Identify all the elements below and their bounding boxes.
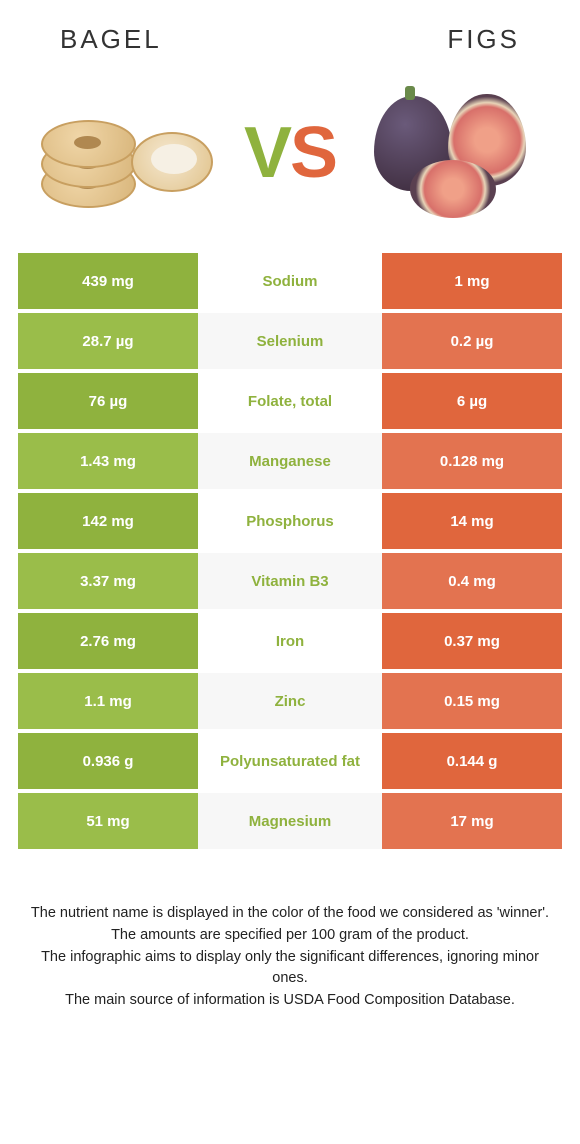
table-row: 0.936 gPolyunsaturated fat0.144 g <box>18 733 562 789</box>
right-value: 17 mg <box>382 793 562 849</box>
comparison-table: 439 mgSodium1 mg28.7 µgSelenium0.2 µg76 … <box>0 253 580 853</box>
table-row: 1.43 mgManganese0.128 mg <box>18 433 562 489</box>
left-food-title: BAGEL <box>60 24 162 55</box>
right-value: 0.4 mg <box>382 553 562 609</box>
left-value: 76 µg <box>18 373 198 429</box>
hero-row: VS <box>0 65 580 253</box>
table-row: 2.76 mgIron0.37 mg <box>18 613 562 669</box>
nutrient-label: Manganese <box>198 433 382 489</box>
left-value: 439 mg <box>18 253 198 309</box>
footer-line: The infographic aims to display only the… <box>30 947 550 991</box>
vs-label: VS <box>244 112 336 194</box>
right-value: 1 mg <box>382 253 562 309</box>
right-food-title: FIGS <box>447 24 520 55</box>
right-value: 0.15 mg <box>382 673 562 729</box>
header: BAGEL FIGS <box>0 0 580 65</box>
nutrient-label: Phosphorus <box>198 493 382 549</box>
vs-v: V <box>244 112 290 194</box>
table-row: 3.37 mgVitamin B30.4 mg <box>18 553 562 609</box>
left-value: 3.37 mg <box>18 553 198 609</box>
table-row: 76 µgFolate, total6 µg <box>18 373 562 429</box>
nutrient-label: Selenium <box>198 313 382 369</box>
footer-notes: The nutrient name is displayed in the co… <box>0 853 580 1032</box>
nutrient-label: Polyunsaturated fat <box>198 733 382 789</box>
table-row: 51 mgMagnesium17 mg <box>18 793 562 849</box>
footer-line: The amounts are specified per 100 gram o… <box>30 925 550 947</box>
left-value: 28.7 µg <box>18 313 198 369</box>
vs-s: S <box>290 112 336 194</box>
table-row: 439 mgSodium1 mg <box>18 253 562 309</box>
table-row: 142 mgPhosphorus14 mg <box>18 493 562 549</box>
left-value: 1.43 mg <box>18 433 198 489</box>
right-value: 0.2 µg <box>382 313 562 369</box>
left-value: 1.1 mg <box>18 673 198 729</box>
right-value: 0.37 mg <box>382 613 562 669</box>
left-value: 142 mg <box>18 493 198 549</box>
footer-line: The nutrient name is displayed in the co… <box>30 903 550 925</box>
nutrient-label: Folate, total <box>198 373 382 429</box>
right-value: 0.128 mg <box>382 433 562 489</box>
table-row: 28.7 µgSelenium0.2 µg <box>18 313 562 369</box>
nutrient-label: Iron <box>198 613 382 669</box>
figs-image <box>360 83 550 223</box>
bagel-image <box>30 83 220 223</box>
nutrient-label: Zinc <box>198 673 382 729</box>
nutrient-label: Magnesium <box>198 793 382 849</box>
nutrient-label: Sodium <box>198 253 382 309</box>
table-row: 1.1 mgZinc0.15 mg <box>18 673 562 729</box>
nutrient-label: Vitamin B3 <box>198 553 382 609</box>
left-value: 51 mg <box>18 793 198 849</box>
left-value: 0.936 g <box>18 733 198 789</box>
left-value: 2.76 mg <box>18 613 198 669</box>
footer-line: The main source of information is USDA F… <box>30 990 550 1012</box>
right-value: 6 µg <box>382 373 562 429</box>
right-value: 0.144 g <box>382 733 562 789</box>
right-value: 14 mg <box>382 493 562 549</box>
